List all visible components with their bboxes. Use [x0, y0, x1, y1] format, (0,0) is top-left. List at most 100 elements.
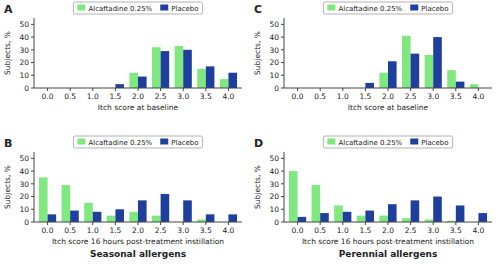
legend: Alcaftadine 0.25%Placebo [73, 136, 202, 148]
x-tick [410, 88, 411, 91]
bar [129, 73, 138, 88]
bar [320, 213, 329, 222]
x-tick [70, 88, 71, 91]
y-tick [281, 75, 284, 76]
x-tick [70, 222, 71, 225]
bars [115, 46, 237, 88]
y-tick-label: 10 [269, 205, 279, 214]
y-tick-label: 10 [19, 71, 29, 80]
y-tick [281, 37, 284, 38]
x-tick-label: 1.5 [359, 226, 371, 235]
x-tick [478, 88, 479, 91]
y-tick-label: 40 [19, 33, 29, 42]
bar [115, 209, 124, 222]
y-tick-label: 10 [19, 205, 29, 214]
x-tick-label: 0.5 [64, 226, 76, 235]
bar [478, 213, 487, 222]
y-tick-label: 50 [269, 154, 279, 163]
y-tick-label: 40 [19, 167, 29, 176]
legend-swatch [160, 139, 168, 145]
x-tick-label: 1.0 [87, 226, 99, 235]
legend-swatch [410, 5, 418, 11]
x-tick [138, 222, 139, 225]
y-tick [31, 196, 34, 197]
x-tick [205, 222, 206, 225]
y-tick [31, 24, 34, 25]
x-tick-label: 2.5 [155, 92, 167, 101]
x-tick-label: 1.5 [109, 226, 121, 235]
x-tick-label: 1.0 [337, 226, 349, 235]
x-tick-label: 3.0 [177, 92, 189, 101]
y-axis-label: Subjects, % [3, 165, 12, 209]
y-tick-label: 30 [19, 46, 29, 55]
bar [107, 216, 116, 222]
x-tick [388, 88, 389, 91]
bar [206, 66, 215, 88]
legend-label: Alcaftadine 0.25% [88, 5, 152, 13]
bar [312, 185, 321, 222]
bar [456, 205, 465, 222]
legend: Alcaftadine 0.25%Placebo [323, 2, 452, 14]
y-tick-label: 10 [269, 71, 279, 80]
x-tick-label: 3.0 [427, 92, 439, 101]
y-axis-label: Subjects, % [253, 31, 262, 75]
x-tick-label: 2.0 [382, 226, 394, 235]
y-tick [281, 158, 284, 159]
panel-label: D [254, 137, 263, 150]
x-tick [455, 222, 456, 225]
y-axis [34, 18, 35, 88]
bars [289, 171, 487, 222]
bar [129, 212, 138, 222]
bar [470, 84, 479, 88]
x-tick [138, 88, 139, 91]
bar [39, 177, 48, 222]
bar [411, 54, 420, 88]
x-tick-label: 3.5 [450, 92, 462, 101]
legend-swatch [327, 139, 335, 145]
y-tick-label: 0 [274, 218, 279, 227]
y-tick [281, 196, 284, 197]
x-tick [365, 222, 366, 225]
bar [388, 61, 397, 88]
legend-label: Placebo [171, 5, 198, 13]
x-tick-label: 1.5 [359, 92, 371, 101]
x-tick [297, 88, 298, 91]
bar [365, 211, 374, 222]
bar [152, 47, 161, 88]
y-tick [281, 222, 284, 223]
y-tick [281, 88, 284, 89]
bar [228, 214, 237, 222]
x-tick-label: 2.5 [155, 226, 167, 235]
bar [175, 46, 184, 88]
x-tick-label: 3.0 [177, 226, 189, 235]
panel-label: A [4, 3, 13, 16]
legend-swatch [160, 5, 168, 11]
legend-label: Placebo [171, 139, 198, 147]
y-axis [284, 18, 285, 88]
bar [298, 217, 307, 222]
x-tick [342, 222, 343, 225]
y-tick [281, 24, 284, 25]
x-tick-label: 3.5 [200, 92, 212, 101]
legend: Alcaftadine 0.25% Placebo [73, 2, 202, 14]
bars [39, 177, 237, 222]
y-axis [284, 152, 285, 222]
x-tick [320, 222, 321, 225]
x-tick [160, 88, 161, 91]
x-tick [92, 222, 93, 225]
x-tick-label: 4.0 [472, 226, 484, 235]
x-axis-label: Itch score 16 hours post-treatment insti… [302, 237, 474, 246]
legend-label: Placebo [421, 5, 448, 13]
bar [161, 194, 170, 222]
bars [365, 36, 478, 88]
x-tick-label: 2.5 [405, 92, 417, 101]
x-tick-label: 3.0 [427, 226, 439, 235]
panel: 0.00.51.01.52.02.53.03.54.001020304050It… [253, 136, 492, 259]
y-tick [31, 209, 34, 210]
y-tick-label: 40 [269, 33, 279, 42]
bar [161, 51, 170, 88]
bar [365, 83, 374, 88]
bar [183, 200, 192, 222]
x-tick [455, 88, 456, 91]
y-tick-label: 0 [274, 84, 279, 93]
